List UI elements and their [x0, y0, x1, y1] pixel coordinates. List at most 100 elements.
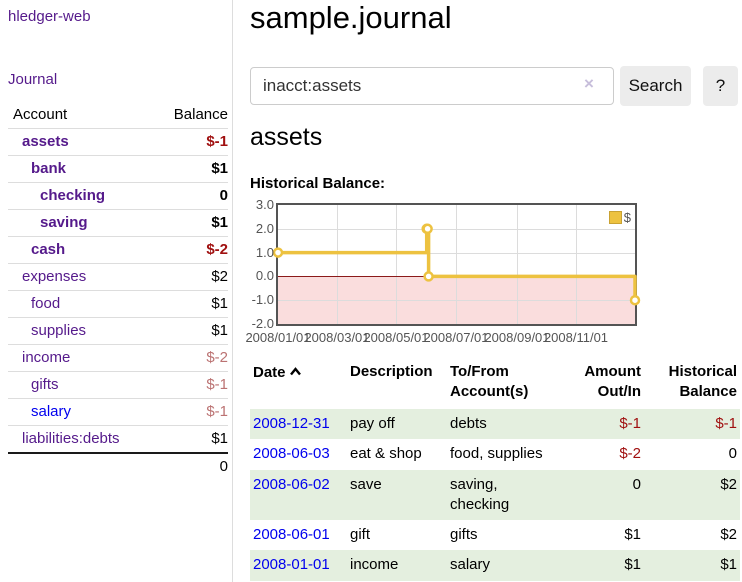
transaction-amount: 0 [559, 469, 644, 520]
account-balance: $1 [211, 214, 228, 231]
account-link-cash[interactable]: cash [31, 241, 66, 258]
search-input[interactable] [250, 67, 614, 105]
transaction-date-link[interactable]: 2008-06-02 [253, 475, 330, 493]
account-row: expenses $2 [8, 263, 228, 290]
register-row: 2008-12-31 pay off debts $-1 $-1 [250, 409, 740, 440]
accounts-table-header: Account Balance [8, 102, 228, 128]
page-title: sample.journal [250, 0, 452, 35]
main-content: sample.journal × Search ? assets Histori… [245, 0, 742, 582]
account-heading: assets [250, 123, 323, 151]
app-brand-link[interactable]: hledger-web [8, 8, 91, 25]
balance-chart-plot[interactable]: $ [272, 203, 641, 326]
account-balance: $1 [211, 430, 228, 447]
account-row: liabilities:debts $1 [8, 425, 228, 452]
account-link-checking[interactable]: checking [40, 187, 106, 204]
accounts-header-account: Account [13, 106, 68, 123]
date-header-label: Date [253, 364, 286, 381]
sidebar: hledger-web Journal Account Balance asse… [0, 0, 233, 582]
transaction-amount: $1 [624, 526, 641, 543]
transaction-accounts: salary [447, 550, 559, 581]
account-row: salary $-1 [8, 398, 228, 425]
transaction-date-link[interactable]: 2008-12-31 [253, 415, 330, 432]
account-row: income $-2 [8, 344, 228, 371]
help-button[interactable]: ? [703, 66, 738, 106]
account-row: cash $-2 [8, 236, 228, 263]
accounts-header-balance: Balance [173, 106, 228, 123]
account-balance: $-1 [206, 376, 228, 393]
transaction-description: income [347, 550, 447, 581]
balance-chart: $ 3.0 2.0 1.0 0.0 -1.0 -2.0 2008/01/01 2008/03/… [245, 197, 670, 348]
account-row: checking 0 [8, 182, 228, 209]
legend-swatch-icon [608, 211, 622, 224]
account-row: saving $1 [8, 209, 228, 236]
account-balance: $1 [211, 322, 228, 339]
register-header-date[interactable]: Date [250, 360, 347, 409]
transaction-balance: $-1 [644, 409, 740, 440]
transaction-accounts: debts [447, 409, 559, 440]
balance-line-series [272, 223, 641, 306]
chart-legend: $ [608, 210, 631, 225]
transaction-date-link[interactable]: 2008-01-01 [253, 556, 330, 574]
account-link-income[interactable]: income [22, 349, 71, 366]
register-row: 2008-06-02 save saving, checking 0 $2 [250, 469, 740, 520]
register-header-balance: Historical Balance [668, 363, 737, 400]
accounts-table: Account Balance assets $-1 bank $1 check… [8, 102, 228, 480]
search-button[interactable]: Search [620, 66, 691, 106]
historical-balance-label: Historical Balance: [250, 175, 386, 192]
register-row: 2008-06-01 gift gifts $1 $2 [250, 520, 740, 550]
transaction-amount: $-2 [619, 445, 641, 463]
transaction-description: gift [350, 526, 371, 543]
transaction-accounts: saving, checking [447, 469, 559, 520]
account-balance: $2 [211, 268, 228, 285]
transaction-balance: $2 [720, 526, 737, 543]
account-link-salary[interactable]: salary [31, 403, 72, 420]
account-link-bank[interactable]: bank [31, 160, 67, 177]
legend-label: $ [623, 210, 631, 225]
account-balance: $-2 [206, 349, 228, 366]
account-balance: $1 [211, 160, 228, 177]
account-balance: $-2 [206, 241, 228, 258]
accounts-total-row: 0 [8, 452, 228, 480]
register-table: Date Description To/From Account(s) Amou… [250, 360, 740, 581]
transaction-accounts: gifts [450, 526, 478, 543]
account-balance: $1 [211, 295, 228, 312]
transaction-balance: $2 [644, 469, 740, 520]
account-link-gifts[interactable]: gifts [31, 376, 59, 393]
account-link-supplies[interactable]: supplies [31, 322, 87, 339]
account-row: bank $1 [8, 155, 228, 182]
transaction-balance: 0 [728, 445, 737, 463]
register-row: 2008-01-01 income salary $1 $1 [250, 550, 740, 581]
account-row: assets $-1 [8, 128, 228, 155]
transaction-description: save [347, 469, 447, 520]
accounts-total-balance: 0 [219, 458, 228, 475]
transaction-accounts: food, supplies [450, 445, 543, 463]
transaction-amount: $1 [559, 550, 644, 581]
transaction-date-link[interactable]: 2008-06-01 [253, 526, 330, 543]
clear-search-icon[interactable]: × [584, 74, 594, 93]
account-row: food $1 [8, 290, 228, 317]
register-header-tofrom: To/From Account(s) [450, 363, 529, 400]
account-link-food[interactable]: food [31, 295, 61, 312]
sort-ascending-icon [289, 362, 302, 382]
transaction-description: eat & shop [350, 445, 422, 463]
register-header-row: Date Description To/From Account(s) Amou… [250, 360, 740, 409]
register-header-description: Description [350, 363, 433, 380]
transaction-date-link[interactable]: 2008-06-03 [253, 445, 330, 463]
transaction-description: pay off [347, 409, 447, 440]
balance-chart-canvas [278, 205, 635, 324]
account-link-expenses[interactable]: expenses [22, 268, 87, 285]
account-link-liabilities-debts[interactable]: liabilities:debts [22, 430, 120, 447]
transaction-balance: $1 [644, 550, 740, 581]
sidebar-item-journal[interactable]: Journal [8, 71, 58, 88]
register-row: 2008-06-03 eat & shop food, supplies $-2… [250, 439, 740, 469]
account-link-saving[interactable]: saving [40, 214, 88, 231]
account-balance: $-1 [206, 403, 228, 420]
account-link-assets[interactable]: assets [22, 133, 69, 150]
account-balance: 0 [219, 187, 228, 204]
register-header-amount: Amount Out/In [584, 363, 641, 400]
account-row: gifts $-1 [8, 371, 228, 398]
account-balance: $-1 [206, 133, 228, 150]
transaction-amount: $-1 [559, 409, 644, 440]
account-row: supplies $1 [8, 317, 228, 344]
